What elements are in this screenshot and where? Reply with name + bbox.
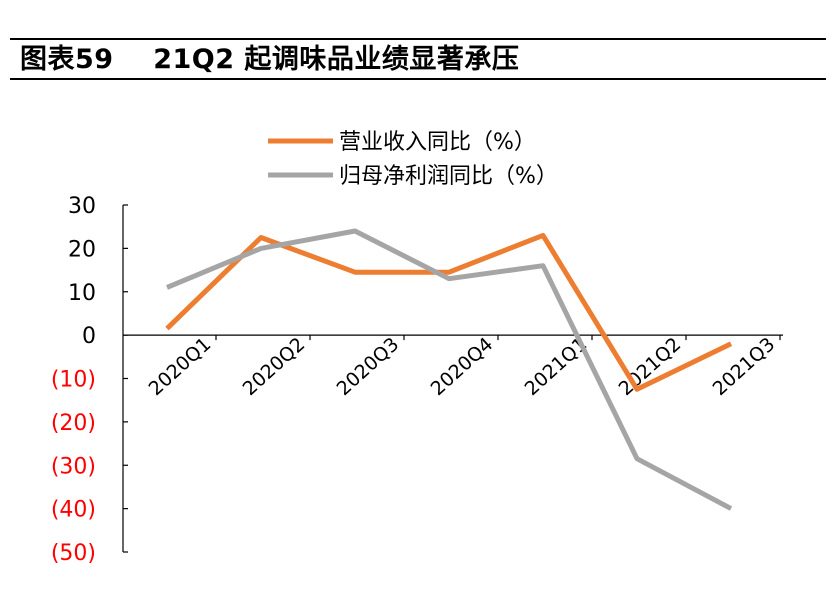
series-line-2 [166,228,733,511]
chart-legend: 营业收入同比（%） 归母净利润同比（%） [268,130,558,189]
figure-label: 图表59 [20,44,114,75]
figure-title: 图表59 21Q2 起调味品业绩显著承压 [20,41,519,79]
x-tick-label: 2020Q1 [145,333,216,400]
figure-title-bar: 图表59 21Q2 起调味品业绩显著承压 [10,38,826,80]
y-tick-label: (40) [51,498,96,523]
y-tick-label: 0 [82,324,96,349]
x-tick-label: 2020Q3 [333,333,404,400]
x-tick-label: 2020Q4 [427,333,498,400]
chart-series [165,228,733,511]
x-tick-label: 2020Q2 [239,333,310,400]
y-tick-label: (10) [51,368,96,393]
y-tick-label: 10 [68,281,96,306]
x-tick-label: 2021Q3 [709,333,780,400]
figure-title-text: 21Q2 起调味品业绩显著承压 [153,44,520,75]
y-tick-label: 30 [68,194,96,219]
y-tick-label: 20 [68,237,96,262]
y-axis: 30 20 10 0 (10) (20) (30) (40) (50) [51,194,128,566]
y-tick-label: (20) [51,411,96,436]
y-tick-label: (50) [51,541,96,566]
legend-label-1: 营业收入同比（%） [339,130,536,155]
series-line-1 [165,232,733,392]
legend-label-2: 归母净利润同比（%） [339,164,558,189]
y-tick-label: (30) [51,454,96,479]
